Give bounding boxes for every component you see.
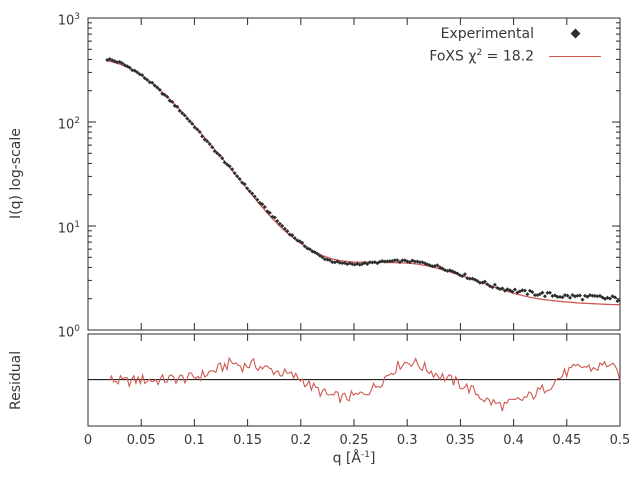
y-tick-label: 102 [57, 116, 80, 133]
y-axis-label-residual: Residual [8, 350, 24, 410]
x-axis-label-sup: -1 [360, 450, 370, 460]
svg-text:0.05: 0.05 [127, 433, 156, 448]
y-tick-label: 100 [57, 324, 80, 341]
svg-text:0.4: 0.4 [503, 433, 524, 448]
svg-text:0.25: 0.25 [340, 433, 369, 448]
svg-text:0.5: 0.5 [610, 433, 631, 448]
svg-text:0.1: 0.1 [184, 433, 205, 448]
legend-row-experimental: Experimental [429, 22, 606, 45]
svg-text:0.3: 0.3 [397, 433, 418, 448]
legend-foxs-text: FoXS χ [429, 48, 477, 65]
diamond-icon [570, 28, 580, 39]
svg-text:0.45: 0.45 [552, 433, 581, 448]
svg-text:0.15: 0.15 [233, 433, 262, 448]
svg-text:0: 0 [84, 433, 92, 448]
x-axis-label-close: ] [369, 450, 376, 467]
legend-row-foxs: FoXS χ2 = 18.2 [429, 45, 606, 68]
foxs-line-marker [544, 56, 606, 57]
svg-text:0.2: 0.2 [290, 433, 311, 448]
y-tick-label: 101 [57, 220, 80, 237]
experimental-diamond-marker [544, 28, 606, 39]
svg-text:0.35: 0.35 [446, 433, 475, 448]
y-axis-label-main: I(q) log-scale [8, 128, 24, 220]
legend-foxs-value: = 18.2 [482, 48, 534, 65]
red-line-icon [549, 56, 601, 57]
legend: Experimental FoXS χ2 = 18.2 [429, 22, 606, 68]
legend-label-experimental: Experimental [440, 25, 534, 42]
x-axis-label-text: q [Å [332, 450, 361, 467]
x-axis-label: q [Å-1] [88, 450, 620, 467]
legend-foxs-sup: 2 [476, 48, 483, 59]
legend-label-foxs: FoXS χ2 = 18.2 [429, 48, 534, 65]
y-tick-label: 103 [57, 12, 80, 29]
